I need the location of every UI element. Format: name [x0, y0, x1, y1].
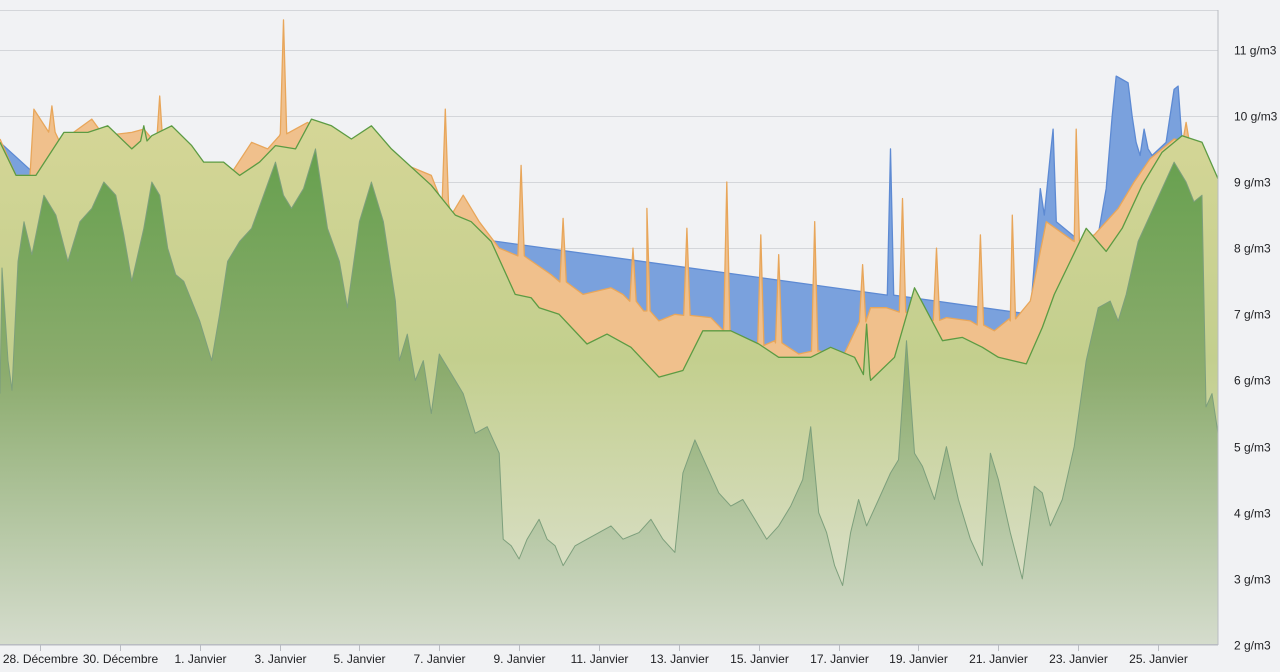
x-tick-label: 25. Janvier: [1129, 652, 1188, 666]
series-area-deep-line: [0, 148, 1218, 586]
x-tick-label: 15. Janvier: [730, 652, 789, 666]
x-tick-label: 3. Janvier: [254, 652, 306, 666]
x-tick-label: 17. Janvier: [810, 652, 869, 666]
y-tick-label: 4 g/m3: [1234, 507, 1271, 521]
y-tick-label: 7 g/m3: [1234, 308, 1271, 322]
x-tick-label: 28. Décembre: [3, 652, 79, 666]
x-tick-label: 9. Janvier: [493, 652, 545, 666]
x-tick-label: 13. Janvier: [650, 652, 709, 666]
x-axis-ticks: 28. Décembre 30. Décembre 1. Janvier 3. Jan…: [3, 645, 1188, 666]
x-tick-label: 30. Décembre: [83, 652, 159, 666]
series-area-blue-line: [0, 75, 1218, 315]
y-tick-label: 10 g/m3: [1234, 110, 1278, 124]
x-tick-label: 21. Janvier: [969, 652, 1028, 666]
y-tick-label: 5 g/m3: [1234, 441, 1271, 455]
y-tick-label: 6 g/m3: [1234, 374, 1271, 388]
x-tick-label: 5. Janvier: [333, 652, 385, 666]
y-tick-label: 9 g/m3: [1234, 176, 1271, 190]
x-tick-label: 19. Janvier: [889, 652, 948, 666]
x-tick-label: 7. Janvier: [413, 652, 465, 666]
series-area-green-line: [0, 118, 1218, 382]
y-tick-label: 3 g/m3: [1234, 573, 1271, 587]
series-area-deep: [0, 148, 1218, 645]
x-tick-label: 11. Janvier: [571, 652, 629, 666]
x-tick-label: 23. Janvier: [1049, 652, 1108, 666]
y-tick-label: 11 g/m3: [1234, 44, 1277, 58]
series-areas: [0, 19, 1218, 645]
y-axis-labels: 2 g/m3 3 g/m3 4 g/m3 5 g/m3 6 g/m3 7 g/m3 8 g/…: [1234, 44, 1278, 653]
y-tick-label: 8 g/m3: [1234, 242, 1271, 256]
x-tick-label: 1. Janvier: [174, 652, 226, 666]
y-tick-label: 2 g/m3: [1234, 639, 1271, 653]
series-area-orange-line: [0, 19, 1218, 358]
